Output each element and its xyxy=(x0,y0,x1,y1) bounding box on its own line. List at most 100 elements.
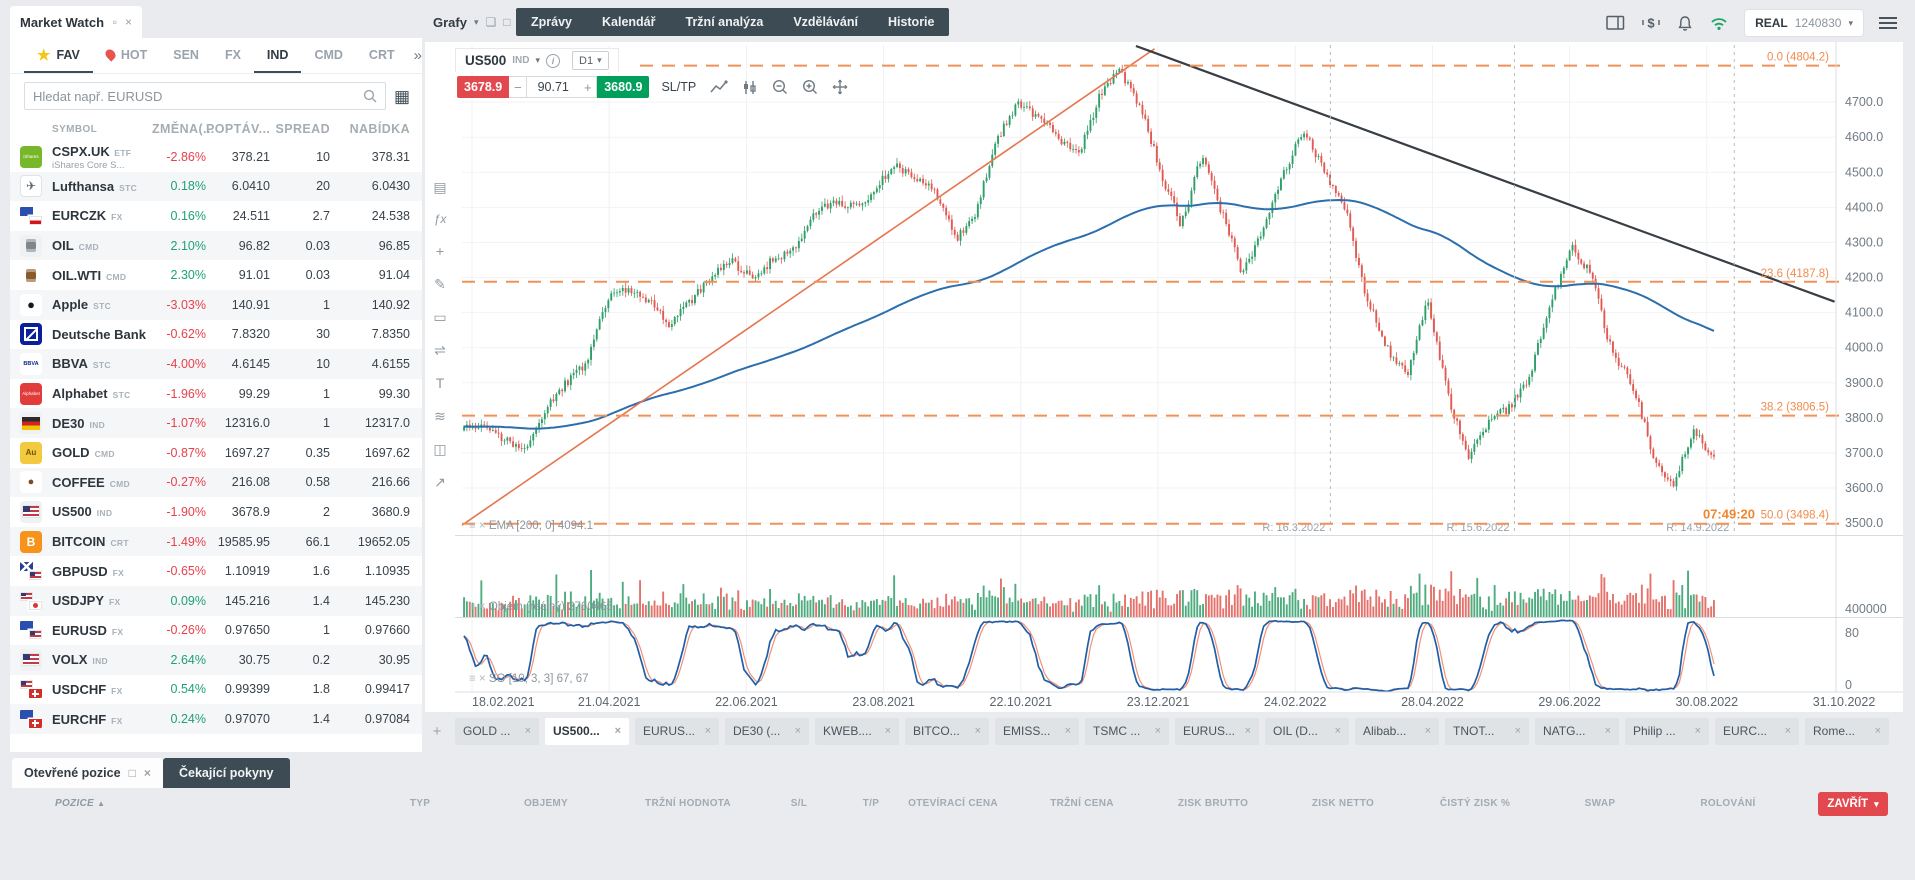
close-icon[interactable]: × xyxy=(1514,725,1521,737)
chart-tab-eurus[interactable]: EURUS... × xyxy=(635,717,719,745)
chart-tab-oild[interactable]: OIL (D... × xyxy=(1265,717,1349,745)
trendline-tool-icon[interactable] xyxy=(710,80,728,94)
search-input[interactable]: Hledat např. EURUSD xyxy=(24,82,386,110)
sltp-toggle[interactable]: SL/TP xyxy=(661,80,697,94)
positions-column-typ[interactable]: TYP xyxy=(409,798,431,809)
watchlist-row-gbpusd[interactable]: GBPUSD FX -0.65% 1.10919 1.6 1.10935 xyxy=(10,556,422,586)
watchlist-row-eurchf[interactable]: EURCHF FX 0.24% 0.97070 1.4 0.97084 xyxy=(10,704,422,734)
chart-tab-kweb[interactable]: KWEB.... × xyxy=(815,717,899,745)
tab-fx[interactable]: FX xyxy=(224,47,241,62)
timeframe-selector[interactable]: D1 ▾ xyxy=(572,51,609,70)
maximize-icon[interactable]: □ xyxy=(503,15,511,29)
close-icon[interactable]: × xyxy=(143,766,151,780)
zoom-out-icon[interactable] xyxy=(772,79,788,95)
shapes-icon[interactable]: ▭ xyxy=(433,309,447,325)
tab-ind[interactable]: IND xyxy=(253,38,302,73)
close-icon[interactable]: × xyxy=(524,725,531,737)
info-icon[interactable]: i xyxy=(546,53,561,68)
draw-icon[interactable]: ✎ xyxy=(434,276,446,292)
chart-tab-bitco[interactable]: BITCO... × xyxy=(905,717,989,745)
positions-column-pozice[interactable]: POZICE ▲ xyxy=(55,798,106,809)
column-header[interactable]: NABÍDKA xyxy=(349,122,410,136)
add-chart-tab-button[interactable]: + xyxy=(432,722,442,740)
watchlist-row-volx[interactable]: VOLX IND 2.64% 30.75 0.2 30.95 xyxy=(10,645,422,675)
close-icon[interactable]: × xyxy=(1244,725,1251,737)
positions-column-otev-rac-cena[interactable]: OTEVÍRACÍ CENA xyxy=(908,798,998,809)
positions-column--ist-zisk-[interactable]: ČISTÝ ZISK % xyxy=(1439,798,1511,809)
chart-tab-eurus[interactable]: EURUS... × xyxy=(1175,717,1259,745)
open-positions-tab[interactable]: Otevřené pozice □ × xyxy=(12,758,163,788)
watchlist-row-deutsche-bank[interactable]: Deutsche Bank -0.62% 7.8320 30 7.8350 xyxy=(10,320,422,350)
chart-tab-tsmc[interactable]: TSMC ... × xyxy=(1085,717,1169,745)
close-icon[interactable]: × xyxy=(884,725,891,737)
fibonacci-icon[interactable]: ≋ xyxy=(434,408,446,424)
buy-button[interactable]: 3680.9 xyxy=(597,76,650,98)
pending-orders-tab[interactable]: Čekající pokyny xyxy=(163,758,290,788)
nav-item-historie[interactable]: Historie xyxy=(887,15,935,29)
close-icon[interactable]: × xyxy=(1154,725,1161,737)
watchlist-row-oil-wti[interactable]: OIL.WTI CMD 2.30% 91.01 0.03 91.04 xyxy=(10,260,422,290)
positions-column-rolov-n-[interactable]: ROLOVÁNÍ xyxy=(1700,798,1756,809)
close-icon[interactable]: × xyxy=(974,725,981,737)
positions-column-swap[interactable]: SWAP xyxy=(1584,798,1616,809)
tab-cmd[interactable]: CMD xyxy=(314,47,343,62)
close-icon[interactable]: × xyxy=(1424,725,1431,737)
tab-crt[interactable]: CRT xyxy=(368,47,395,62)
positions-column-tr-n-hodnota[interactable]: TRŽNÍ HODNOTA xyxy=(645,798,731,809)
volume-increase-button[interactable]: + xyxy=(579,76,598,98)
watchlist-row-eurusd[interactable]: EURUSD FX -0.26% 0.97650 1 0.97660 xyxy=(10,616,422,646)
nav-item-kalend-[interactable]: Kalendář xyxy=(602,15,656,29)
chart-tab-emiss[interactable]: EMISS... × xyxy=(995,717,1079,745)
function-icon[interactable]: ƒx xyxy=(433,212,447,226)
close-position-button[interactable]: ZAVŘÍT ▾ xyxy=(1818,792,1888,816)
price-alert-icon[interactable]: $ xyxy=(1641,15,1661,31)
account-selector[interactable]: REAL 1240830 ▾ xyxy=(1745,10,1863,36)
chevron-down-icon[interactable]: ▾ xyxy=(535,55,541,65)
tab-fav[interactable]: ★ FAV xyxy=(24,38,93,73)
chart-tab-philip[interactable]: Philip ... × xyxy=(1625,717,1709,745)
zoom-in-icon[interactable] xyxy=(802,79,818,95)
close-icon[interactable]: × xyxy=(1604,725,1611,737)
close-icon[interactable]: × xyxy=(704,725,711,737)
watchlist-row-gold[interactable]: Au GOLD CMD -0.87% 1697.27 0.35 1697.62 xyxy=(10,438,422,468)
tab-hot[interactable]: HOT xyxy=(93,38,160,73)
watchlist-row-bitcoin[interactable]: B BITCOIN CRT -1.49% 19585.95 66.1 19652.05 xyxy=(10,526,422,557)
close-icon[interactable]: × xyxy=(794,725,801,737)
chart-tab-alibab[interactable]: Alibab... × xyxy=(1355,717,1439,745)
watchlist-row-usdjpy[interactable]: USDJPY FX 0.09% 145.216 1.4 145.230 xyxy=(10,585,422,616)
watchlist-row-eurczk[interactable]: EURCZK FX 0.16% 24.511 2.7 24.538 xyxy=(10,201,422,231)
column-header[interactable]: SYMBOL xyxy=(52,123,98,135)
restore-icon[interactable]: □ xyxy=(128,766,136,780)
positions-column-zisk-brutto[interactable]: ZISK BRUTTO xyxy=(1177,798,1249,809)
close-icon[interactable]: × xyxy=(1064,725,1071,737)
windows-icon[interactable]: ◫ xyxy=(433,441,447,457)
column-header[interactable]: SPREAD xyxy=(275,122,330,136)
positions-column-t-p[interactable]: T/P xyxy=(862,798,880,809)
restore-icon[interactable]: ▫ xyxy=(112,15,117,29)
chart-tab-gold[interactable]: GOLD ... × xyxy=(455,717,539,745)
chart-tab-tnot[interactable]: TNOT... × xyxy=(1445,717,1529,745)
tabs-overflow-icon[interactable]: » xyxy=(413,47,422,64)
compare-icon[interactable]: ⇌ xyxy=(434,342,446,358)
share-icon[interactable]: ↗ xyxy=(434,474,446,490)
watchlist-row-cspx-uk[interactable]: iShares CSPX.UK ETF iShares Core S... -2.86… xyxy=(10,142,422,172)
chart-tab-de30[interactable]: DE30 (... × xyxy=(725,717,809,745)
popout-icon[interactable]: ❏ xyxy=(485,15,497,29)
watchlist-row-alphabet[interactable]: Alphabet Alphabet STC -1.96% 99.29 1 99.30 xyxy=(10,379,422,409)
main-menu-icon[interactable] xyxy=(1879,17,1897,29)
indicators-icon[interactable] xyxy=(742,80,758,95)
notifications-bell-icon[interactable] xyxy=(1677,15,1693,32)
add-icon[interactable]: + xyxy=(435,243,445,259)
tab-sen[interactable]: SEN xyxy=(173,47,199,62)
chart-tab-us500[interactable]: US500... × xyxy=(545,717,629,745)
pan-icon[interactable] xyxy=(832,79,848,95)
close-icon[interactable]: × xyxy=(1784,725,1791,737)
close-icon[interactable]: × xyxy=(124,15,132,29)
chart-tab-rome[interactable]: Rome... × xyxy=(1805,717,1889,745)
watchlist-row-lufthansa[interactable]: ✈ Lufthansa STC 0.18% 6.0410 20 6.0430 xyxy=(10,171,422,202)
positions-column-tr-n-cena[interactable]: TRŽNÍ CENA xyxy=(1050,798,1114,809)
positions-column-zisk-netto[interactable]: ZISK NETTO xyxy=(1311,798,1375,809)
nav-item-vzd-l-v-n-[interactable]: Vzdělávání xyxy=(793,15,858,29)
watchlist-row-apple[interactable]: ● Apple STC -3.03% 140.91 1 140.92 xyxy=(10,289,422,320)
close-icon[interactable]: × xyxy=(1694,725,1701,737)
